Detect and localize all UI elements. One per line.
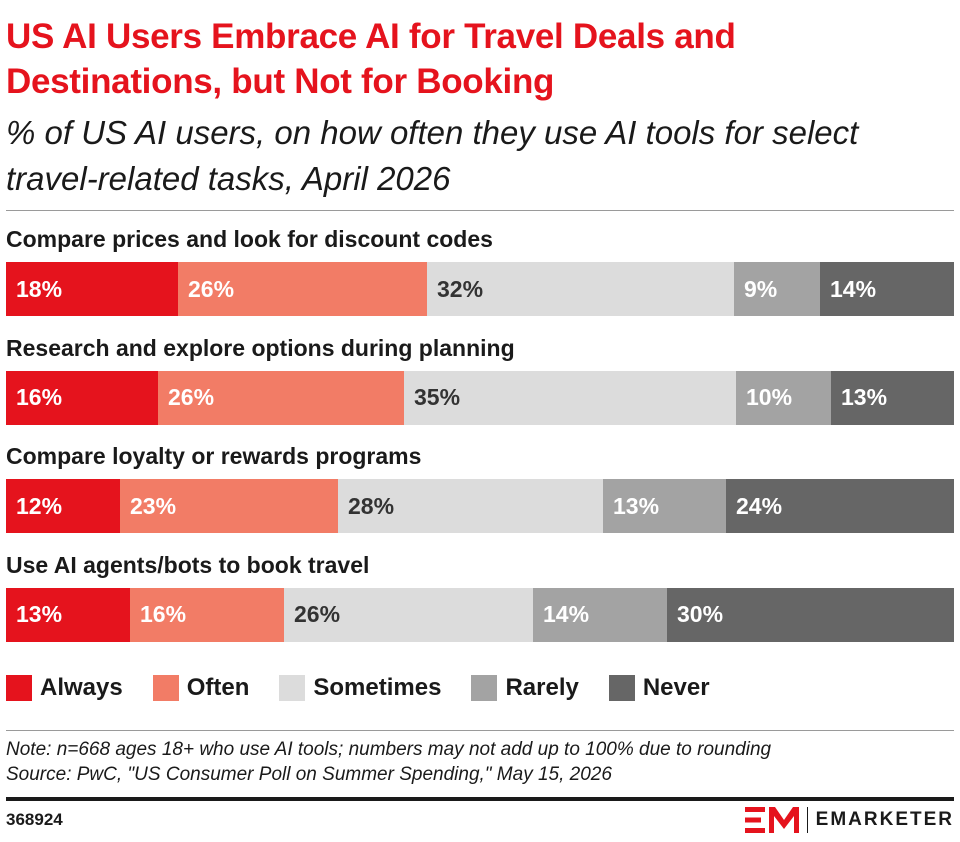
data-label: 28%	[348, 492, 395, 519]
source-text: Source: PwC, "US Consumer Poll on Summer…	[6, 764, 612, 785]
bar-segment-never: 24%	[726, 479, 954, 533]
legend-swatch	[152, 675, 179, 701]
data-label: 14%	[830, 275, 877, 302]
legend-label: Never	[642, 674, 710, 701]
chart-title: US AI Users Embrace AI for Travel Deals …	[6, 17, 736, 101]
top-divider	[6, 210, 954, 211]
bar-segment-rarely: 13%	[603, 479, 726, 533]
bar-segment-never: 14%	[820, 262, 954, 316]
bar-segment-sometimes: 28%	[338, 479, 603, 533]
legend-label: Sometimes	[313, 674, 442, 701]
bar-segment-often: 26%	[178, 262, 427, 316]
bar-segment-rarely: 10%	[736, 370, 831, 425]
bar-row: 18% 26% 32% 9% 14%	[6, 262, 954, 316]
data-label: 10%	[746, 384, 793, 410]
bar-segment-always: 18%	[6, 262, 178, 316]
data-label: 14%	[543, 601, 590, 627]
data-label: 13%	[16, 601, 63, 627]
bar-row: 13% 16% 26% 14% 30%	[6, 587, 954, 642]
chart-subtitle: % of US AI users, on how often they use …	[6, 114, 859, 197]
bar-segment-sometimes: 35%	[404, 370, 736, 425]
bar-segment-sometimes: 26%	[284, 587, 533, 642]
em-logo-icon	[744, 807, 799, 833]
legend-item-never: Never	[608, 674, 710, 702]
data-label: 12%	[16, 492, 63, 519]
stacked-bar-chart: Compare prices and look for discount cod…	[6, 224, 954, 654]
data-label: 16%	[16, 384, 63, 410]
category-label: Compare loyalty or rewards programs	[6, 443, 422, 469]
data-label: 30%	[677, 601, 724, 627]
data-label: 26%	[168, 384, 215, 410]
bar-segment-always: 12%	[6, 479, 120, 533]
legend-label: Rarely	[505, 674, 579, 701]
bar-segment-never: 13%	[831, 370, 954, 425]
legend-item-rarely: Rarely	[471, 674, 579, 702]
bar-segment-often: 23%	[120, 479, 338, 533]
note-divider	[6, 730, 954, 731]
legend-item-often: Often	[152, 674, 250, 702]
category-label: Compare prices and look for discount cod…	[6, 226, 493, 252]
data-label: 35%	[414, 384, 461, 410]
data-label: 23%	[130, 492, 177, 519]
note-text: Note: n=668 ages 18+ who use AI tools; n…	[6, 739, 772, 760]
category-label: Use AI agents/bots to book travel	[6, 551, 370, 578]
legend-swatch	[471, 675, 498, 701]
bar-segment-never: 30%	[667, 587, 954, 642]
bar-row: 16% 26% 35% 10% 13%	[6, 370, 954, 425]
data-label: 26%	[294, 601, 341, 627]
chart-footnotes: Note: n=668 ages 18+ who use AI tools; n…	[6, 737, 954, 787]
data-label: 13%	[841, 384, 888, 410]
bar-segment-often: 16%	[130, 587, 284, 642]
bar-segment-always: 16%	[6, 370, 158, 425]
bar-segment-often: 26%	[158, 370, 404, 425]
bar-segment-always: 13%	[6, 587, 130, 642]
legend-swatch	[279, 675, 306, 701]
data-label: 13%	[613, 492, 660, 519]
bottom-divider	[6, 797, 954, 801]
legend-item-sometimes: Sometimes	[279, 674, 441, 702]
chart-legend: Always Often Sometimes Rarely Never	[6, 672, 740, 704]
chart-id: 368924	[6, 810, 63, 829]
emarketer-logo: EMARKETER	[744, 806, 954, 834]
bar-row: 12% 23% 28% 13% 24%	[6, 479, 954, 533]
bar-segment-sometimes: 32%	[427, 262, 734, 316]
data-label: 16%	[140, 601, 187, 627]
category-label: Research and explore options during plan…	[6, 334, 515, 361]
logo-separator	[806, 807, 808, 833]
legend-label: Always	[40, 674, 123, 701]
data-label: 9%	[744, 275, 778, 302]
legend-label: Often	[186, 674, 250, 701]
legend-item-always: Always	[6, 674, 123, 702]
data-label: 24%	[736, 492, 783, 519]
bar-segment-rarely: 9%	[734, 262, 820, 316]
data-label: 32%	[437, 275, 484, 302]
legend-swatch	[608, 675, 635, 701]
legend-swatch	[6, 675, 32, 701]
data-label: 18%	[16, 275, 63, 302]
data-label: 26%	[188, 275, 235, 302]
bar-segment-rarely: 14%	[533, 587, 667, 642]
brand-name: EMARKETER	[815, 809, 954, 830]
